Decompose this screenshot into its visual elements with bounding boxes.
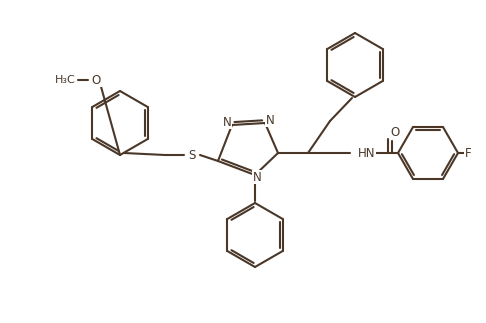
Text: N: N (223, 116, 231, 129)
Text: S: S (188, 149, 196, 162)
Text: HN: HN (358, 147, 376, 160)
Text: O: O (390, 126, 399, 139)
Text: F: F (465, 147, 471, 160)
Text: N: N (253, 171, 261, 183)
Text: H₃C: H₃C (55, 75, 76, 85)
Text: N: N (266, 113, 275, 127)
Text: O: O (91, 74, 101, 87)
